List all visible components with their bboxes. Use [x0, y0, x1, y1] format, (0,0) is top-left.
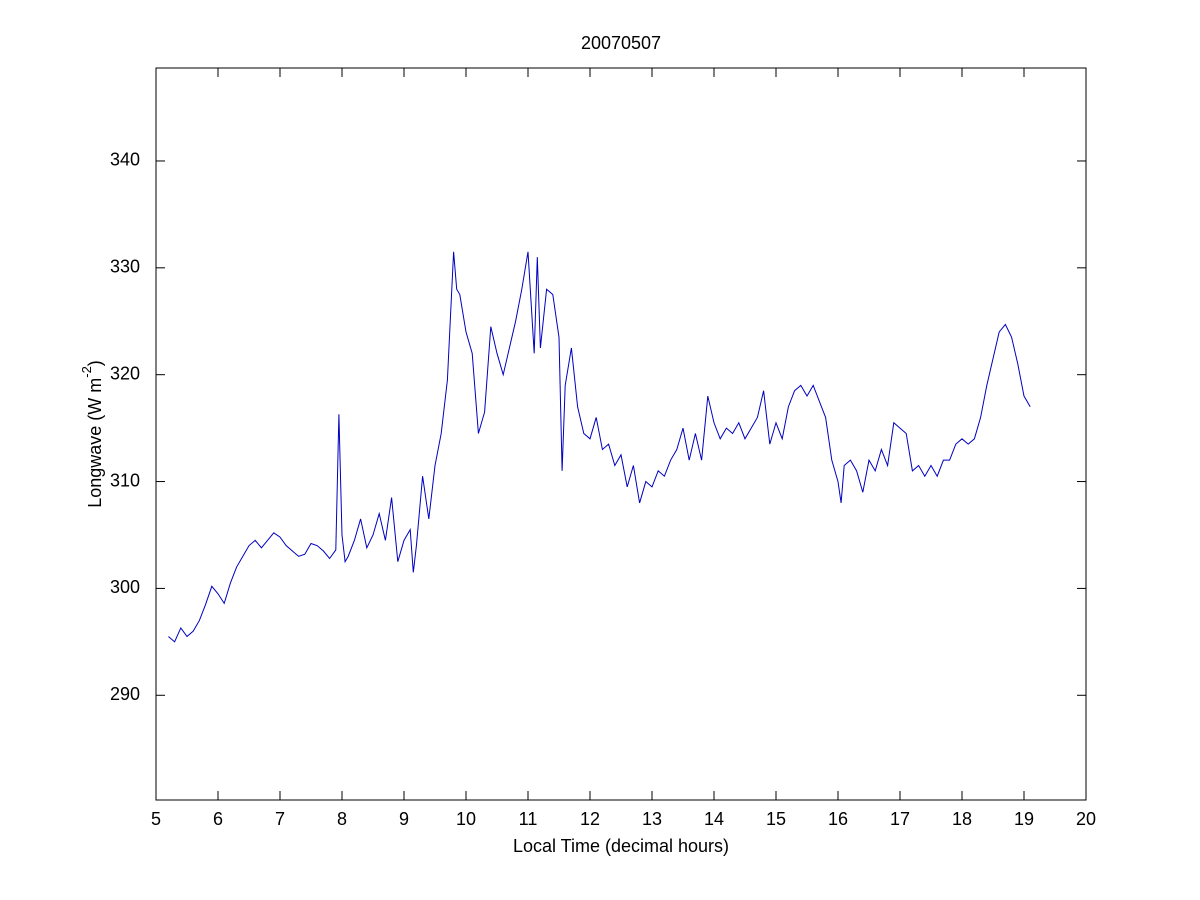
- x-tick-label: 7: [275, 809, 285, 829]
- x-tick-label: 17: [890, 809, 910, 829]
- y-tick-label: 340: [110, 150, 140, 170]
- x-tick-label: 5: [151, 809, 161, 829]
- x-tick-label: 15: [766, 809, 786, 829]
- x-tick-label: 12: [580, 809, 600, 829]
- x-tick-label: 11: [519, 809, 538, 829]
- x-tick-label: 9: [399, 809, 409, 829]
- y-tick-label: 330: [110, 257, 140, 277]
- y-axis-label-text: Longwave (W m: [85, 378, 105, 508]
- x-tick-label: 20: [1076, 809, 1096, 829]
- x-tick-label: 13: [642, 809, 662, 829]
- y-axis-label-end: ): [85, 360, 105, 366]
- plot-area: [155, 67, 1087, 801]
- y-tick-label: 320: [110, 363, 140, 383]
- y-axis-label-sup: -2: [79, 366, 94, 378]
- x-tick-label: 19: [1014, 809, 1034, 829]
- y-tick-label: 290: [110, 684, 140, 704]
- x-tick-label: 10: [456, 809, 476, 829]
- y-axis-label: Longwave (W m-2): [79, 360, 104, 508]
- x-axis-label: Local Time (decimal hours): [513, 836, 729, 856]
- data-line: [168, 251, 1031, 643]
- chart-title: 20070507: [581, 33, 661, 53]
- x-tick-label: 6: [213, 809, 223, 829]
- x-tick-label: 14: [704, 809, 724, 829]
- y-tick-label: 300: [110, 577, 140, 597]
- x-tick-label: 16: [828, 809, 848, 829]
- x-tick-label: 18: [952, 809, 972, 829]
- x-tick-label: 8: [337, 809, 347, 829]
- y-tick-label: 310: [110, 470, 140, 490]
